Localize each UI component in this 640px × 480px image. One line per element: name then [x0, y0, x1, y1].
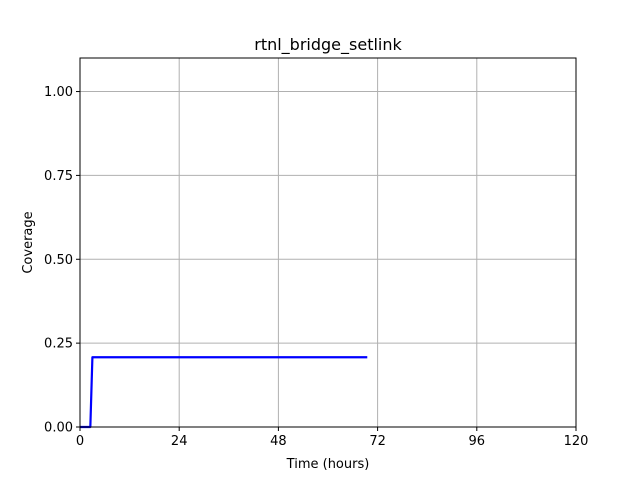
y-tick-label: 0.50 [44, 253, 73, 268]
x-tick-label: 96 [469, 434, 486, 449]
x-tick-label: 120 [564, 434, 589, 449]
chart-title: rtnl_bridge_setlink [254, 35, 402, 55]
plot-frame [79, 57, 577, 428]
axis-ticks: 0 24 48 72 96 120 0.00 0.25 0.50 0.75 1.00 [44, 85, 588, 449]
y-tick-label: 0.75 [44, 169, 73, 184]
y-axis-label: Coverage [21, 211, 36, 273]
y-tick-label: 0.25 [44, 337, 73, 352]
x-tick-label: 24 [171, 434, 188, 449]
x-tick-label: 0 [76, 434, 84, 449]
x-tick-label: 72 [369, 434, 386, 449]
x-tick-label: 48 [270, 434, 287, 449]
x-axis-label: Time (hours) [286, 457, 370, 472]
y-tick-label: 0.00 [44, 421, 73, 436]
y-tick-label: 1.00 [44, 85, 73, 100]
